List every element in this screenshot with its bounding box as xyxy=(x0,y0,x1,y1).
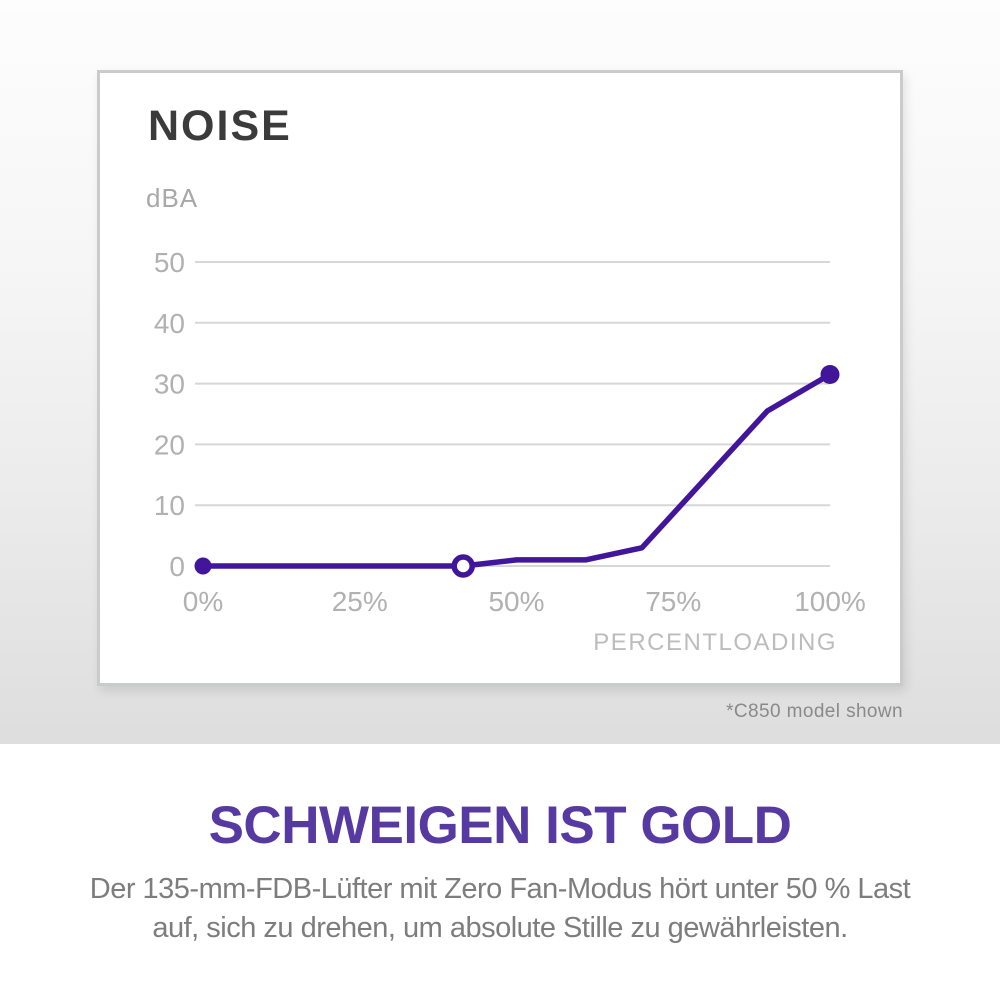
hero-section: NOISE 50 40 30 20 10 0 dBA 0% 25% 50% 75% 100% PERCE… xyxy=(0,0,1000,744)
y-tick-label-20: 20 xyxy=(154,429,185,460)
model-footnote: *C850 model shown xyxy=(726,701,903,722)
noise-line-series xyxy=(200,371,833,569)
marker-filled-dot-0 xyxy=(194,557,212,575)
marker-filled-dot-2 xyxy=(820,364,840,384)
chart-title: NOISE xyxy=(148,102,292,150)
marker-open-circle xyxy=(451,554,475,578)
x-axis-label: PERCENTLOADING xyxy=(593,629,837,656)
x-tick-label-50%: 50% xyxy=(488,586,544,617)
y-tick-label-0: 0 xyxy=(169,551,185,582)
x-tick-label-25%: 25% xyxy=(332,586,388,617)
footer-headline: SCHWEIGEN IST GOLD xyxy=(208,796,792,855)
x-tick-label-100%: 100% xyxy=(794,586,866,617)
footer-body-line-2: auf, sich zu drehen, um absolute Stille … xyxy=(152,912,848,944)
x-tick-label-75%: 75% xyxy=(645,586,701,617)
footer-body: Der 135-mm-FDB-Lüfter mit Zero Fan-Modus… xyxy=(0,870,1000,948)
y-tick-label-50: 50 xyxy=(154,247,185,278)
caption-section: SCHWEIGEN IST GOLD Der 135-mm-FDB-Lüfter… xyxy=(0,744,1000,1000)
y-tick-label-10: 10 xyxy=(154,490,185,521)
y-tick-label-40: 40 xyxy=(154,308,185,339)
noise-chart-card: NOISE 50 40 30 20 10 0 dBA 0% 25% 50% 75% 100% PERCE… xyxy=(97,70,903,686)
footer-body-line-1: Der 135-mm-FDB-Lüfter mit Zero Fan-Modus… xyxy=(89,873,911,905)
noise-line-chart: 50 40 30 20 10 0 dBA 0% 25% 50% 75% 100% PERCENTLOAD… xyxy=(146,183,866,656)
y-axis-unit-label: dBA xyxy=(146,183,198,213)
y-tick-label-30: 30 xyxy=(154,369,185,400)
x-tick-label-0%: 0% xyxy=(183,586,223,617)
